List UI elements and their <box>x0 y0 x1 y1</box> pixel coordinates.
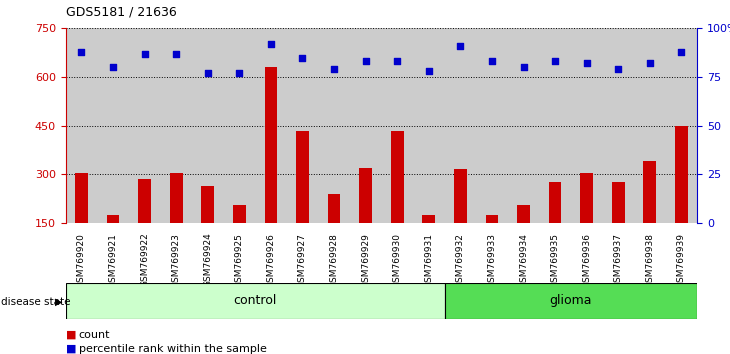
Bar <box>391 131 404 223</box>
Bar <box>192 28 223 223</box>
Bar <box>170 173 182 223</box>
Bar <box>318 28 350 223</box>
Point <box>202 70 214 76</box>
Point <box>549 58 561 64</box>
Text: ▶: ▶ <box>55 297 62 307</box>
Point <box>76 49 88 55</box>
Text: ■: ■ <box>66 344 76 354</box>
Bar <box>580 173 593 223</box>
Bar <box>445 283 697 319</box>
Point <box>360 58 372 64</box>
Text: control: control <box>234 295 277 307</box>
Point <box>423 68 434 74</box>
Text: ■: ■ <box>66 330 76 339</box>
Bar <box>233 205 246 223</box>
Point <box>328 67 340 72</box>
Bar <box>381 28 413 223</box>
Bar <box>359 168 372 223</box>
Bar <box>66 283 445 319</box>
Bar <box>328 194 340 223</box>
Bar <box>549 182 561 223</box>
Bar <box>571 28 602 223</box>
Bar <box>413 28 445 223</box>
Point <box>486 58 498 64</box>
Point <box>644 61 656 66</box>
Bar <box>264 67 277 223</box>
Text: disease state: disease state <box>1 297 71 307</box>
Point <box>612 67 624 72</box>
Bar <box>350 28 381 223</box>
Point <box>234 70 245 76</box>
Bar <box>602 28 634 223</box>
Point <box>170 51 182 56</box>
Point <box>265 41 277 47</box>
Bar <box>296 131 309 223</box>
Point <box>581 61 593 66</box>
Bar <box>97 28 128 223</box>
Bar <box>138 179 151 223</box>
Text: glioma: glioma <box>550 295 592 307</box>
Point <box>675 49 687 55</box>
Point <box>139 51 150 56</box>
Point <box>518 64 529 70</box>
Point <box>455 43 466 48</box>
Bar <box>445 28 476 223</box>
Point <box>391 58 403 64</box>
Text: percentile rank within the sample: percentile rank within the sample <box>79 344 266 354</box>
Text: GDS5181 / 21636: GDS5181 / 21636 <box>66 5 177 18</box>
Bar <box>161 28 192 223</box>
Bar <box>201 186 214 223</box>
Bar <box>128 28 161 223</box>
Bar <box>454 170 466 223</box>
Point <box>296 55 308 60</box>
Bar <box>287 28 318 223</box>
Bar <box>255 28 287 223</box>
Bar <box>666 28 697 223</box>
Bar <box>507 28 539 223</box>
Bar <box>675 126 688 223</box>
Bar <box>66 28 97 223</box>
Bar <box>634 28 666 223</box>
Bar <box>476 28 507 223</box>
Bar <box>107 215 120 223</box>
Bar <box>517 205 530 223</box>
Bar <box>539 28 571 223</box>
Bar <box>643 161 656 223</box>
Bar <box>223 28 255 223</box>
Point <box>107 64 119 70</box>
Bar <box>75 173 88 223</box>
Bar <box>423 215 435 223</box>
Bar <box>612 182 625 223</box>
Bar <box>485 215 499 223</box>
Text: count: count <box>79 330 110 339</box>
